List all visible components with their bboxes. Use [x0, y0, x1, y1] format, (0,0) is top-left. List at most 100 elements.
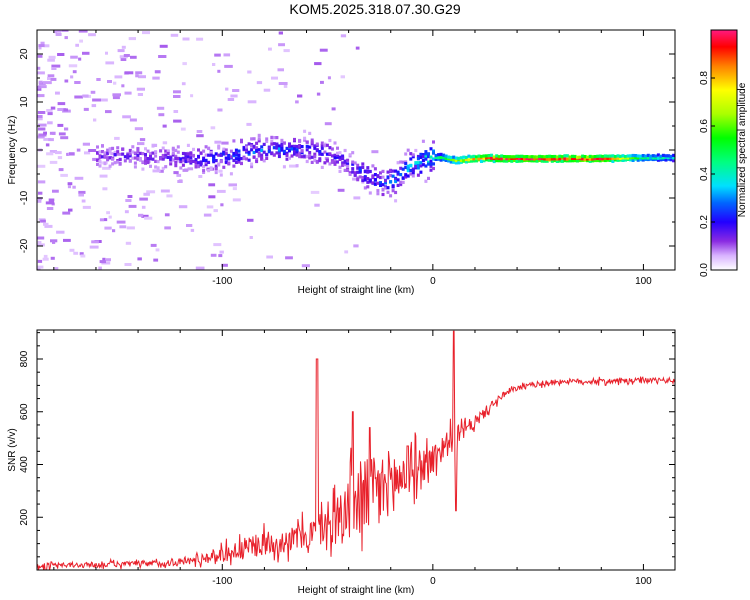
heatmap-noise-cell — [112, 93, 121, 97]
heatmap-ridge-cell — [621, 158, 625, 162]
heatmap-ridge-cell — [401, 160, 405, 164]
heatmap-noise-cell — [108, 215, 112, 219]
heatmap-ridge-cell — [186, 155, 190, 159]
heatmap-ridge-cell — [288, 142, 291, 146]
heatmap-ridge-cell — [588, 159, 592, 163]
heatmap-ridge-cell — [563, 154, 567, 158]
heatmap-ridge-cell — [280, 148, 284, 152]
heatmap-ridge-cell — [245, 147, 248, 152]
heatmap-noise-cell — [320, 80, 324, 84]
heatmap-ridge-cell — [113, 150, 117, 154]
heatmap-ridge-cell — [156, 166, 160, 170]
heatmap-ridge-cell — [298, 145, 302, 150]
heatmap-ridge-cell — [649, 157, 653, 161]
heatmap-ridge-cell — [389, 180, 393, 184]
heatmap-noise-cell — [125, 199, 132, 202]
heatmap-ridge-cell — [664, 154, 668, 158]
heatmap-noise-cell — [81, 199, 86, 203]
heatmap-ridge-cell — [472, 154, 476, 158]
heatmap-ridge-cell — [146, 149, 150, 153]
heatmap-ridge-cell — [429, 159, 433, 163]
heatmap-ridge-cell — [596, 154, 600, 158]
heatmap-ridge-cell — [492, 155, 496, 159]
heatmap-noise-cell — [124, 210, 129, 214]
heatmap-ridge-cell — [197, 154, 200, 158]
heatmap-noise-cell — [89, 245, 99, 249]
heatmap-noise-cell — [182, 62, 187, 66]
heatmap-noise-cell — [278, 31, 283, 35]
heatmap-ridge-cell — [270, 135, 274, 139]
heatmap-ridge-cell — [406, 166, 410, 170]
heatmap-ridge-cell — [96, 145, 99, 149]
heatmap-ridge-cell — [543, 155, 547, 159]
heatmap-noise-cell — [45, 143, 50, 147]
heatmap-ridge-cell — [581, 154, 585, 158]
heatmap-noise-cell — [228, 183, 237, 187]
heatmap-ridge-cell — [371, 164, 375, 168]
snr-ylabel: SNR (v/v) — [7, 428, 18, 471]
heatmap-noise-cell — [256, 81, 263, 85]
heatmap-ridge-cell — [603, 158, 607, 163]
heatmap-ridge-cell — [189, 156, 193, 160]
heatmap-ridge-cell — [427, 176, 430, 180]
heatmap-ridge-cell — [272, 146, 276, 150]
heatmap-ridge-cell — [113, 161, 117, 165]
heatmap-noise-cell — [80, 254, 86, 258]
heatmap-ridge-cell — [510, 159, 514, 163]
heatmap-ridge-cell — [429, 155, 433, 159]
heatmap-noise-cell — [58, 132, 66, 136]
heatmap-ridge-cell — [424, 155, 428, 159]
heatmap-ridge-cell — [156, 160, 160, 164]
heatmap-ridge-cell — [290, 147, 294, 151]
heatmap-ridge-cell — [325, 158, 329, 162]
heatmap-ridge-cell — [232, 152, 236, 156]
heatmap-noise-cell — [56, 230, 65, 234]
heatmap-noise-cell — [102, 166, 111, 170]
heatmap-ridge-cell — [558, 154, 562, 158]
heatmap-ridge-cell — [141, 167, 145, 171]
heatmap-ridge-cell — [204, 163, 208, 167]
heatmap-noise-cell — [173, 171, 179, 175]
heatmap-ridge-cell — [204, 160, 208, 164]
heatmap-ridge-cell — [164, 165, 168, 169]
heatmap-ridge-cell — [368, 191, 372, 195]
heatmap-ridge-cell — [432, 151, 435, 155]
heatmap-noise-cell — [210, 253, 217, 257]
heatmap-noise-cell — [314, 62, 322, 66]
heatmap-ridge-cell — [151, 144, 155, 148]
heatmap-ridge-cell — [237, 149, 241, 153]
heatmap-noise-cell — [60, 173, 68, 177]
heatmap-noise-cell — [43, 254, 48, 258]
heatmap-ridge-cell — [376, 192, 380, 196]
heatmap-noise-cell — [50, 256, 55, 260]
heatmap-ridge-cell — [373, 173, 377, 177]
heatmap-ridge-cell — [629, 154, 633, 158]
heatmap-ridge-cell — [409, 152, 413, 156]
heatmap-ridge-cell — [282, 149, 286, 153]
heatmap-ridge-cell — [583, 155, 587, 159]
heatmap-ridge-cell — [242, 156, 246, 161]
heatmap-noise-cell — [52, 131, 56, 135]
heatmap-noise-cell — [96, 78, 101, 81]
heatmap-noise-cell — [136, 87, 145, 91]
heatmap-ridge-cell — [505, 157, 509, 161]
heatmap-ridge-cell — [186, 152, 190, 156]
heatmap-ridge-cell — [313, 144, 317, 148]
heatmap-ridge-cell — [144, 159, 147, 163]
heatmap-noise-cell — [129, 118, 137, 122]
heatmap-ridge-cell — [586, 155, 590, 159]
heatmap-ridge-cell — [290, 154, 294, 158]
heatmap-noise-cell — [152, 169, 161, 173]
heatmap-noise-cell — [50, 239, 58, 243]
heatmap-noise-cell — [166, 194, 173, 198]
heatmap-ridge-cell — [207, 153, 211, 157]
heatmap-ridge-cell — [596, 156, 600, 160]
heatmap-ridge-cell — [452, 158, 456, 162]
heatmap-ridge-cell — [320, 165, 324, 169]
heatmap-noise-cell — [156, 106, 165, 110]
heatmap-ridge-cell — [363, 178, 367, 182]
heatmap-ridge-cell — [533, 157, 537, 161]
heatmap-ridge-cell — [406, 148, 410, 152]
heatmap-ridge-cell — [525, 157, 529, 161]
